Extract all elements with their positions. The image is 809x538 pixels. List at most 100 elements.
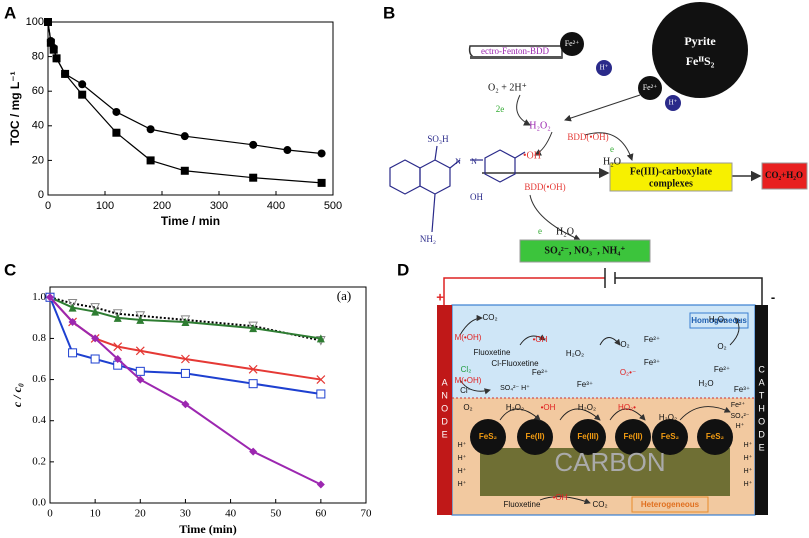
x-tick-label: 200 [153,200,171,212]
y-tick-label: 60 [32,85,44,97]
diagram-label: Fluoxetine [504,500,541,509]
complex-box [609,162,733,192]
marker [249,324,258,333]
diagram-label: H⁺ [458,441,467,449]
diagram-label: Fe²⁺ [644,335,660,344]
y-tick-label: 80 [32,51,44,63]
marker [112,107,121,116]
diagram-label: H⁺ [458,454,467,462]
diagram-label: CO₂ [482,313,497,322]
marker [91,307,100,316]
x-tick-label: 30 [180,508,192,520]
diagram-label: SO₄²⁻ H⁺ [500,384,530,392]
diagram-label: + [436,289,444,304]
marker [283,146,292,155]
panel-letter: D [397,260,409,279]
pipe-base [470,56,562,59]
marker [113,342,123,352]
marker [316,480,325,489]
diagram-label: Fe(II) [623,432,642,441]
y-axis-label: TOC / mg L⁻¹ [8,71,22,145]
x-tick-label: 0 [47,508,53,520]
marker [248,379,258,389]
anode [437,305,452,515]
diagram-label: 2e [496,104,505,114]
molecule [389,145,526,233]
marker [146,156,155,165]
arrow [499,408,541,421]
panel-letter: A [4,3,16,22]
diagram-label: ectro-Fenton-BDD [481,46,549,56]
diagram-label: Fe²⁺ [714,365,730,374]
diagram-label: •OH [533,335,548,344]
y-tick-label: 40 [32,120,44,132]
marker [316,375,326,384]
diagram-label: e [538,226,542,236]
diagram-label: CATHODE [757,365,767,456]
diagram-label: H₂O₂ [709,315,727,324]
x-tick-label: 70 [361,508,373,520]
x-tick-label: 10 [90,508,102,520]
diagram-label: H₂O [556,226,574,237]
carbon-bed [480,448,730,496]
diagram-label: ANODE [440,378,450,443]
diagram-d [437,268,768,516]
homogeneous-zone [452,305,755,398]
series-line [49,296,322,486]
diagram-label: H⁺ [744,480,753,488]
y-tick-label: 0.6 [32,373,46,385]
y-tick-label: 0.4 [32,414,46,426]
marker [52,54,61,63]
marker [112,309,123,319]
marker [180,368,190,378]
y-tick-label: 1.0 [32,291,46,303]
marker [91,334,100,343]
plot-frame [47,21,334,196]
marker [44,18,52,26]
arrow [516,94,531,126]
marker [113,313,122,322]
diagram-label: H₂O₂ [566,349,584,358]
marker [90,354,100,364]
diagram-label: H⁺ [744,441,753,449]
diagram-label: complexes [649,178,693,189]
arrow [539,496,591,505]
diagram-label: H⁺ [669,99,678,107]
marker [136,315,145,324]
marker [249,140,258,149]
arrow [729,317,741,346]
marker [180,132,189,141]
diagram-label: N [455,157,461,166]
diagram-label: SO₄²⁻, NO₃⁻, NH₄⁺ [544,245,625,256]
diagram-label: Homogeneous [691,316,747,325]
diagram-label: O₂ [717,342,726,351]
cathode [755,305,768,515]
particle [470,419,506,455]
arrow [564,94,641,122]
marker [49,45,58,54]
diagram-label: O₂ [620,340,629,349]
marker [90,303,100,313]
particle [615,419,651,455]
marker [249,447,258,456]
diagram-label: BDD(•OH) [567,132,608,142]
arrow [534,131,553,156]
arrow [584,132,634,161]
marker [136,375,145,384]
marker [181,400,190,409]
x-tick-label: 300 [210,200,228,212]
wire [443,277,605,305]
x-tick-label: 40 [225,508,237,520]
y-tick-label: 0.8 [32,332,46,344]
y-tick-label: 0.0 [32,497,46,509]
diagram-label: H⁺ [600,64,609,72]
diagram-label: - [771,289,775,304]
diagram-label: Cl-Fluoxetine [491,359,539,368]
diagram-label: Fe³⁺ [734,385,750,394]
label-box [689,312,749,329]
diagram-label: CARBON [554,447,665,477]
pyrite-circle [652,2,748,98]
series-line [49,296,322,340]
diagram-label: FeS₂ [479,432,498,441]
diagram-label: OH [470,192,483,202]
